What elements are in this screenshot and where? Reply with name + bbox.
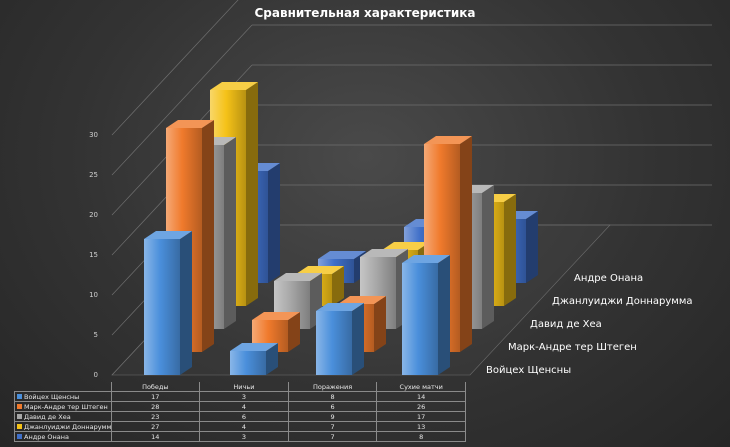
table-cell: 17	[376, 411, 466, 422]
table-cell: 9	[287, 411, 378, 422]
table-cell: 7	[287, 431, 378, 442]
table-column-header: Поражения	[287, 382, 378, 392]
series-axis-label: Войцех Щенсны	[486, 365, 571, 376]
table-cell: 14	[110, 431, 201, 442]
table-column-header: Сухие матчи	[376, 382, 466, 392]
legend-key-icon	[17, 434, 22, 439]
series-axis-label: Давид де Хеа	[530, 319, 602, 330]
table-cell: 8	[287, 391, 378, 402]
y-axis-ticks: 0 5 10 15 20 25 30	[89, 131, 98, 379]
table-cell: 23	[110, 411, 201, 422]
table-cell: 8	[376, 431, 466, 442]
y-tick-label: 30	[89, 131, 98, 139]
table-row: Марк-Андре тер Штеген 28 4 6 26	[14, 401, 466, 412]
y-tick-label: 0	[94, 371, 98, 379]
table-row: Андре Онана 14 3 7 8	[14, 431, 466, 442]
table-column-header: Ничьи	[199, 382, 289, 392]
table-header-row: Победы Ничьи Поражения Сухие матчи	[15, 382, 466, 392]
table-row-label: Войцех Щенсны	[14, 391, 112, 402]
table-cell: 26	[376, 401, 466, 412]
series-axis-label: Марк-Андре тер Штеген	[508, 342, 637, 353]
table-row: Джанлуиджи Доннарумма 27 4 7 13	[14, 421, 466, 432]
table-body: Войцех Щенсны 17 3 8 14 Марк-Андре тер Штеген…	[14, 391, 466, 442]
chart-title: Сравнительная характеристика	[254, 6, 476, 20]
table-cell: 17	[110, 391, 201, 402]
gridline-diagonal	[111, 0, 239, 136]
bar-1-1	[144, 231, 192, 375]
table-cell: 13	[376, 421, 466, 432]
bar-1-2	[230, 343, 278, 375]
legend-key-icon	[17, 414, 22, 419]
table-row-label: Джанлуиджи Доннарумма	[14, 421, 112, 432]
y-tick-label: 15	[89, 251, 98, 259]
table-row: Давид де Хеа 23 6 9 17	[14, 411, 466, 422]
series-labels: Андре Онана Джанлуиджи Доннарумма Давид де…	[486, 273, 693, 376]
series-axis-label: Андре Онана	[574, 273, 643, 284]
table-column-header: Победы	[110, 382, 201, 392]
table-cell: 6	[199, 411, 289, 422]
table-row-label: Андре Онана	[14, 431, 112, 442]
table-cell: 4	[199, 421, 289, 432]
bar-layer	[144, 82, 538, 375]
table-corner	[15, 382, 112, 392]
table-cell: 28	[110, 401, 201, 412]
data-table: Победы Ничьи Поражения Сухие матчи Войцех Щ…	[14, 382, 466, 442]
y-tick-label: 25	[89, 171, 98, 179]
table-cell: 3	[199, 391, 289, 402]
y-tick-label: 10	[89, 291, 98, 299]
gridline-diagonal	[111, 24, 253, 176]
y-tick-label: 5	[94, 331, 98, 339]
table-row-label: Марк-Андре тер Штеген	[14, 401, 112, 412]
legend-key-icon	[17, 404, 22, 409]
table-row: Войцех Щенсны 17 3 8 14	[14, 391, 466, 402]
legend-key-icon	[17, 394, 22, 399]
table-cell: 4	[199, 401, 289, 412]
y-tick-label: 20	[89, 211, 98, 219]
bar-1-4	[402, 255, 450, 375]
legend-key-icon	[17, 424, 22, 429]
table-cell: 3	[199, 431, 289, 442]
table-cell: 7	[287, 421, 378, 432]
table-cell: 27	[110, 421, 201, 432]
table-cell: 14	[376, 391, 466, 402]
table-row-label: Давид де Хеа	[14, 411, 112, 422]
bar-1-3	[316, 303, 364, 375]
series-axis-label: Джанлуиджи Доннарумма	[552, 296, 693, 307]
table-cell: 6	[287, 401, 378, 412]
